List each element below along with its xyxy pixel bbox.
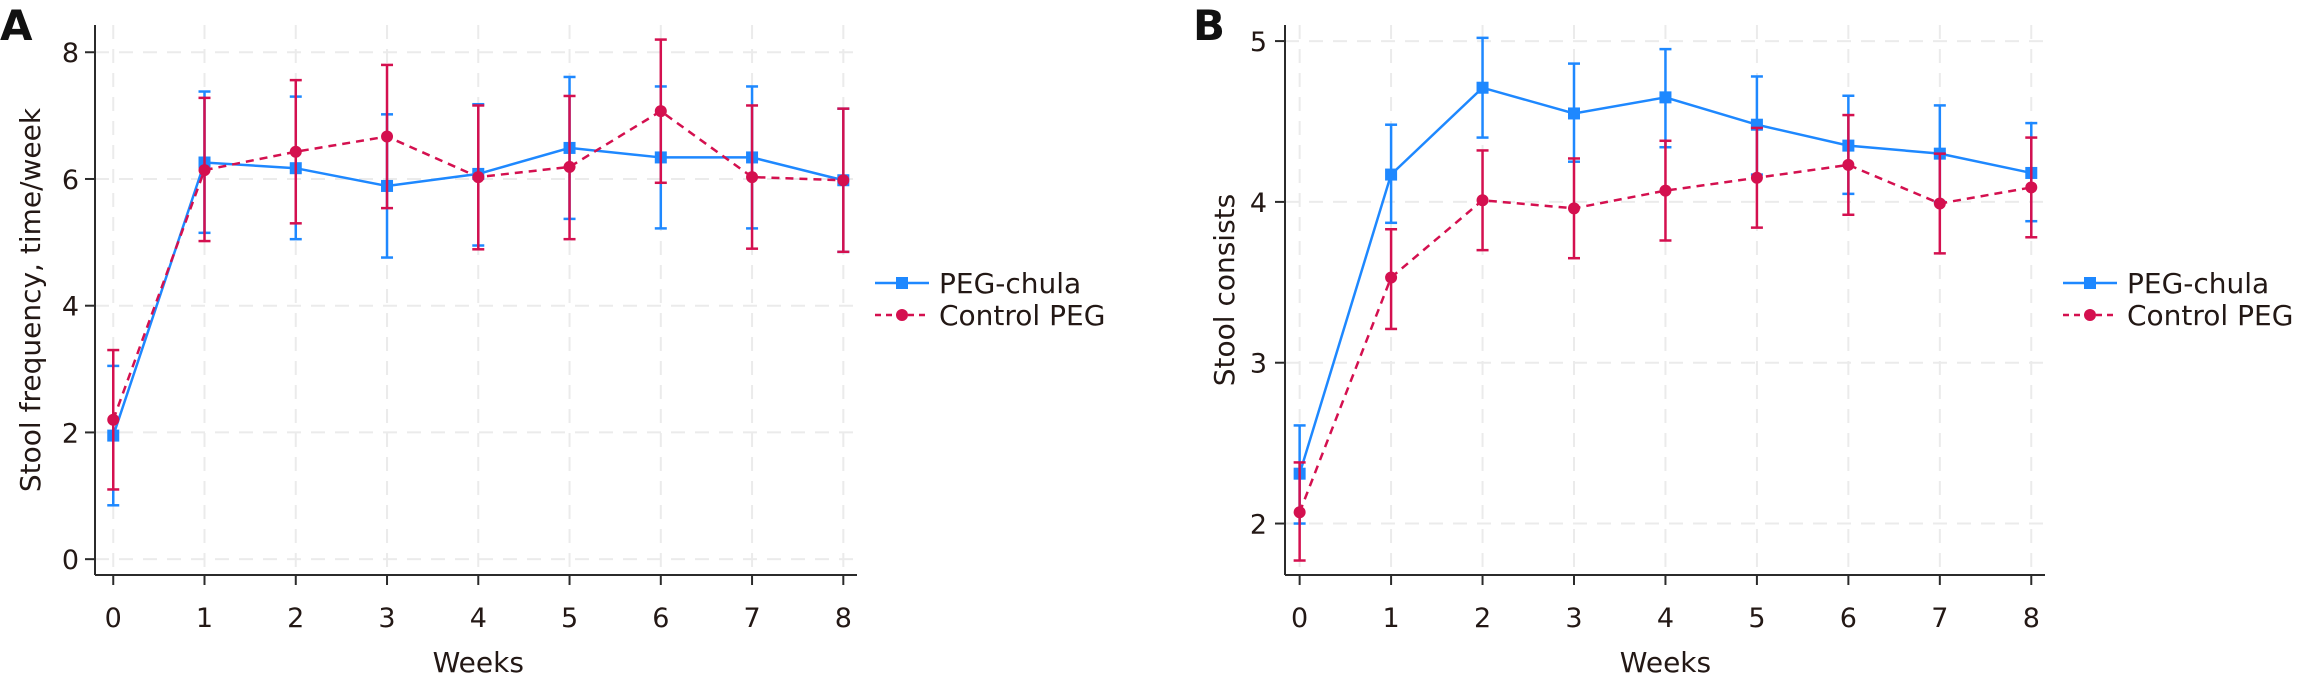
x-tick-label: 0	[105, 603, 122, 634]
x-tick-label: 7	[1931, 603, 1948, 634]
y-tick-label: 2	[62, 418, 79, 449]
y-tick-label: 3	[1250, 349, 1267, 380]
legend-label: Control PEG	[2127, 299, 2293, 332]
x-tick-label: 5	[1748, 603, 1765, 634]
x-tick-label: 4	[470, 603, 487, 634]
data-point-circle	[1385, 271, 1398, 284]
legend-label: PEG-chula	[939, 267, 1081, 300]
data-point-circle	[563, 160, 576, 173]
x-tick-label: 6	[652, 603, 669, 634]
data-point-square	[1659, 91, 1672, 104]
data-point-circle	[289, 145, 302, 158]
legend-label: PEG-chula	[2127, 267, 2269, 300]
x-tick-label: 6	[1840, 603, 1857, 634]
data-point-circle	[2025, 181, 2038, 194]
legend-label: Control PEG	[939, 299, 1105, 332]
y-tick-label: 8	[62, 38, 79, 69]
data-point-circle	[1659, 184, 1672, 197]
data-point-square	[1568, 107, 1581, 120]
x-tick-label: 1	[1382, 603, 1399, 634]
y-axis-title: Stool frequency, time/week	[14, 107, 47, 492]
panel-a: A 0 2 4 6 8 0 1 2 3 4 5 6 7 8 Weeks Stool frequency, tim…	[0, 1, 1105, 679]
data-point-circle	[746, 171, 759, 184]
data-point-square	[1476, 81, 1489, 94]
x-tick-label: 2	[287, 603, 304, 634]
data-point-circle	[1476, 194, 1489, 207]
data-point-circle	[1933, 197, 1946, 210]
x-axis-title: Weeks	[1620, 646, 1711, 679]
x-tick-label: 8	[2023, 603, 2040, 634]
data-point-circle	[198, 164, 211, 177]
x-tick-label: 3	[378, 603, 395, 634]
x-tick-label: 2	[1474, 603, 1491, 634]
data-point-circle	[1750, 171, 1763, 184]
x-tick-label: 7	[743, 603, 760, 634]
y-tick-label: 6	[62, 165, 79, 196]
data-point-square	[1385, 168, 1398, 181]
x-tick-label: 4	[1657, 603, 1674, 634]
data-point-circle	[1568, 202, 1581, 215]
legend-marker-circle	[896, 309, 908, 321]
series-peg-chula	[1293, 36, 2038, 525]
data-point-circle	[107, 413, 120, 426]
legend-marker-square	[896, 277, 908, 289]
data-point-circle	[472, 171, 485, 184]
y-tick-label: 0	[62, 545, 79, 576]
y-tick-label: 4	[1250, 188, 1267, 219]
panel-letter: B	[1193, 1, 1225, 50]
panel-b: B 2 3 4 5 0 1 2 3 4 5 6 7 8 Weeks Stool consists PEG-chu…	[1193, 1, 2293, 679]
y-axis-title: Stool consists	[1208, 194, 1241, 387]
legend-marker-circle	[2084, 309, 2096, 321]
y-tick-label: 4	[62, 292, 79, 323]
series-control-peg	[1293, 113, 2038, 562]
series-control-peg	[107, 38, 850, 491]
x-tick-label: 3	[1565, 603, 1582, 634]
panel-letter: A	[0, 1, 33, 50]
x-tick-label: 5	[561, 603, 578, 634]
x-tick-label: 1	[196, 603, 213, 634]
data-point-circle	[1293, 506, 1306, 519]
y-tick-label: 5	[1250, 27, 1267, 58]
x-tick-label: 0	[1291, 603, 1308, 634]
x-axis-title: Weeks	[433, 646, 524, 679]
y-tick-label: 2	[1250, 510, 1267, 541]
x-tick-label: 8	[835, 603, 852, 634]
data-point-circle	[381, 130, 394, 143]
data-point-circle	[837, 174, 850, 187]
data-point-circle	[1842, 158, 1855, 171]
legend-marker-square	[2084, 277, 2096, 289]
data-point-circle	[654, 105, 667, 118]
